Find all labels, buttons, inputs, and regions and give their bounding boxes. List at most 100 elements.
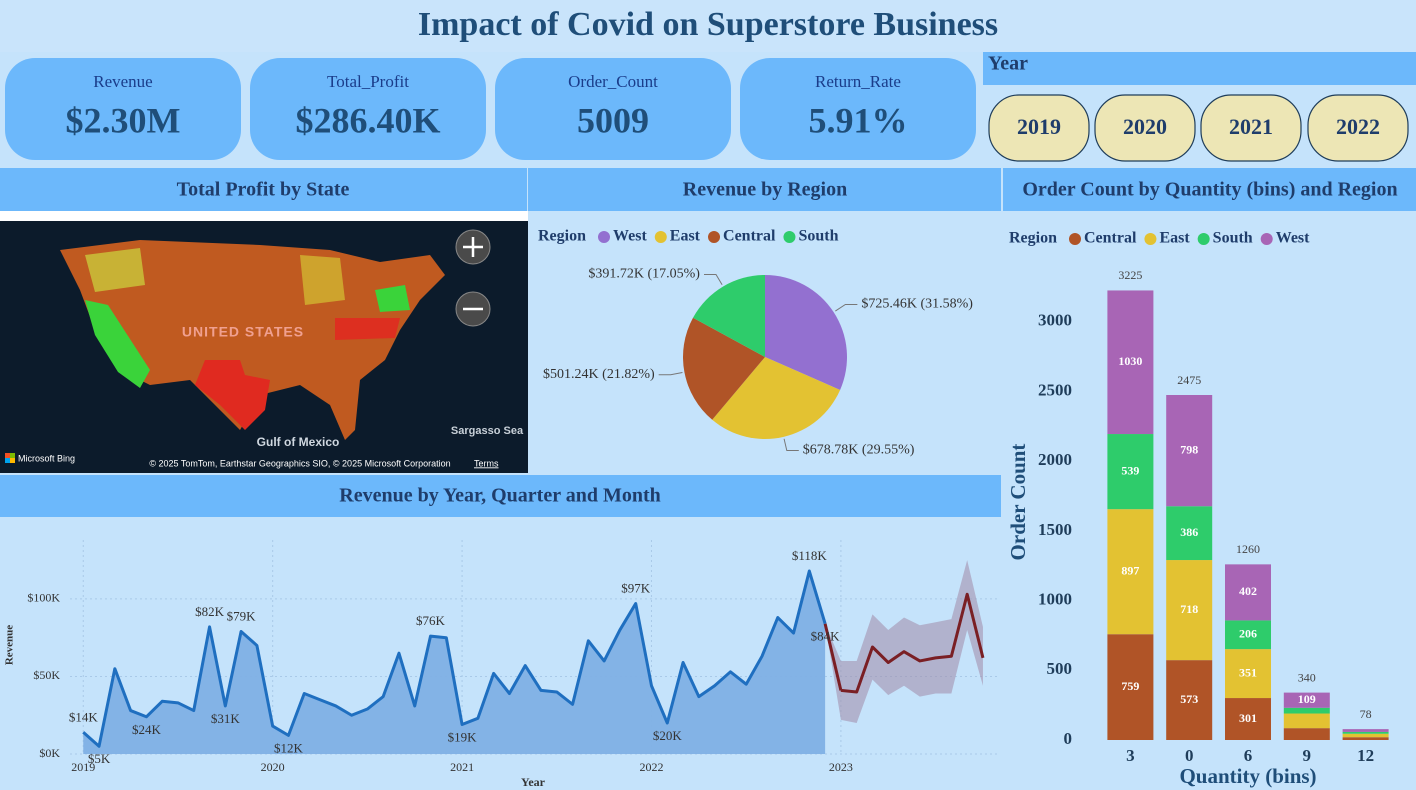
forecast-connector — [823, 623, 843, 691]
data-label: $19K — [448, 730, 478, 745]
year-button[interactable]: 2020 — [1094, 94, 1196, 162]
forecast-line — [840, 592, 985, 694]
zoom-out[interactable] — [455, 291, 491, 327]
data-label: $5K — [88, 751, 111, 766]
data-label: 351 — [1239, 665, 1257, 679]
dashboard-title: Impact of Covid on Superstore Business — [418, 6, 998, 43]
bar-segment — [1107, 434, 1154, 510]
map-attribution: Microsoft Bing — [18, 453, 75, 463]
kpi-card — [495, 58, 731, 160]
data-label: 402 — [1239, 584, 1257, 598]
year-button-box[interactable] — [1307, 94, 1409, 162]
legend-swatch — [783, 231, 796, 243]
panel-header — [1003, 168, 1416, 211]
bar-segment — [1283, 692, 1330, 708]
x-tick-label: 3 — [1126, 746, 1135, 765]
year-header — [983, 52, 1416, 85]
map-state — [335, 318, 400, 340]
year-button-box[interactable] — [988, 94, 1090, 162]
map-terms[interactable]: Terms — [474, 458, 499, 468]
year-button-box[interactable] — [1200, 94, 1302, 162]
map-label: Sargasso Sea — [451, 425, 524, 437]
kpi-value: $286.40K — [295, 100, 440, 140]
bar-segment — [1225, 620, 1271, 650]
data-label: 573 — [1180, 692, 1198, 706]
zoom-in[interactable] — [455, 229, 491, 265]
data-label: 539 — [1121, 463, 1139, 477]
kpi-value: 5.91% — [809, 100, 908, 140]
kpi-value: 5009 — [577, 100, 649, 140]
bar-segment — [1342, 737, 1389, 740]
bar-segment — [1225, 698, 1271, 740]
y-tick-label: 2000 — [1038, 450, 1072, 469]
map-state — [85, 300, 150, 388]
data-label: 759 — [1121, 679, 1139, 693]
legend-label: East — [1159, 230, 1190, 247]
y-tick-label: $100K — [27, 591, 60, 605]
data-label: $678.78K (29.55%) — [803, 443, 915, 458]
leader-line — [835, 303, 858, 312]
data-label: $20K — [653, 728, 683, 743]
data-label: $725.46K (31.58%) — [861, 297, 973, 312]
title-band — [0, 0, 1416, 52]
y-axis-title: Revenue — [4, 625, 16, 665]
x-tick-label: 12 — [1357, 746, 1374, 765]
legend-label: East — [670, 228, 701, 245]
year-button-label[interactable]: 2022 — [1336, 114, 1380, 139]
data-label: 109 — [1298, 692, 1316, 706]
map-state — [85, 248, 145, 292]
bing-logo — [5, 458, 10, 463]
bing-logo — [5, 453, 10, 458]
x-tick-label: 2019 — [71, 760, 95, 774]
legend-swatch — [708, 231, 721, 243]
panel-header — [0, 475, 1001, 517]
y-tick-label: 2500 — [1038, 380, 1072, 399]
total-label: 3225 — [1118, 268, 1142, 282]
map-label: Gulf of Mexico — [257, 435, 340, 449]
data-label: 1030 — [1118, 354, 1142, 368]
y-tick-label: 1000 — [1038, 590, 1072, 609]
x-tick-label: 2021 — [450, 760, 474, 774]
leader-line — [658, 372, 683, 376]
kpi-label: Return_Rate — [815, 72, 901, 91]
total-label: 78 — [1360, 707, 1372, 721]
year-button[interactable]: 2022 — [1307, 94, 1409, 162]
x-tick-label: 2020 — [261, 760, 285, 774]
legend-swatch — [654, 231, 667, 243]
year-button-label[interactable]: 2020 — [1123, 114, 1167, 139]
x-tick-label: 0 — [1185, 746, 1194, 765]
y-tick-label: 3000 — [1038, 311, 1072, 330]
total-label: 2475 — [1177, 373, 1201, 387]
pie-slice — [712, 357, 841, 439]
x-tick-label: 6 — [1244, 746, 1253, 765]
legend-label: West — [1276, 230, 1310, 247]
total-label: 1260 — [1236, 542, 1260, 556]
map-state — [300, 255, 345, 305]
bar-segment — [1342, 731, 1389, 734]
year-button-label[interactable]: 2019 — [1017, 114, 1061, 139]
data-label: $12K — [274, 740, 304, 755]
map-state — [195, 360, 270, 430]
year-button-box[interactable] — [1094, 94, 1196, 162]
x-tick-label: 2023 — [829, 760, 853, 774]
y-tick-label: 0 — [1064, 729, 1073, 748]
bar-segment — [1107, 509, 1154, 635]
y-tick-label: 500 — [1047, 659, 1073, 678]
year-button[interactable]: 2019 — [988, 94, 1090, 162]
legend-title: Region — [1009, 230, 1057, 247]
kpi-card — [5, 58, 241, 160]
bar-segment — [1166, 660, 1213, 740]
legend-swatch — [598, 231, 610, 243]
legend-label: Central — [723, 228, 776, 245]
data-label: $118K — [792, 548, 828, 563]
legend-swatch — [1260, 233, 1273, 245]
year-button-label[interactable]: 2021 — [1229, 114, 1273, 139]
legend-label: Central — [1084, 230, 1137, 247]
bar-segment — [1342, 733, 1389, 738]
bar-segment — [1107, 290, 1154, 435]
pie-slice — [683, 317, 765, 420]
legend-title: Region — [538, 228, 586, 245]
year-button[interactable]: 2021 — [1200, 94, 1302, 162]
data-label: $84K — [811, 629, 841, 644]
